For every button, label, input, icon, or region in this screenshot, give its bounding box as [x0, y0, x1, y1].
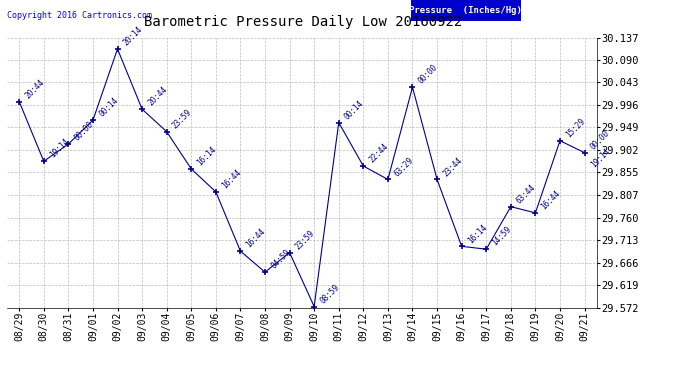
Text: 20:44: 20:44 — [146, 85, 169, 108]
Text: 08:59: 08:59 — [318, 282, 341, 305]
Text: 15:29: 15:29 — [564, 117, 587, 140]
Text: 63:29: 63:29 — [392, 155, 415, 178]
Text: 20:14: 20:14 — [121, 25, 144, 48]
Text: 00:14: 00:14 — [343, 99, 366, 121]
Text: 04:59: 04:59 — [269, 248, 292, 271]
Text: 22:44: 22:44 — [368, 142, 391, 165]
Text: 16:14: 16:14 — [195, 145, 218, 168]
Text: 16:44: 16:44 — [244, 227, 267, 250]
Text: 00:14: 00:14 — [97, 96, 120, 119]
Text: 23:44: 23:44 — [441, 155, 464, 178]
Text: 16:44: 16:44 — [540, 189, 562, 211]
Text: 63:44: 63:44 — [515, 183, 538, 205]
Text: Barometric Pressure Daily Low 20160922: Barometric Pressure Daily Low 20160922 — [144, 15, 463, 29]
Text: 00:00: 00:00 — [589, 129, 611, 151]
Text: 23:59: 23:59 — [294, 228, 317, 251]
Text: Copyright 2016 Cartronics.com: Copyright 2016 Cartronics.com — [7, 11, 152, 20]
Text: 19:14: 19:14 — [589, 147, 611, 170]
Text: 00:00: 00:00 — [417, 63, 440, 86]
Text: 20:44: 20:44 — [23, 77, 46, 100]
Text: 00:00: 00:00 — [72, 120, 95, 142]
Text: Pressure  (Inches/Hg): Pressure (Inches/Hg) — [409, 6, 522, 15]
Text: 19:14: 19:14 — [48, 137, 70, 160]
Text: 16:44: 16:44 — [220, 168, 243, 190]
Text: 23:59: 23:59 — [171, 108, 194, 130]
Text: 16:14: 16:14 — [466, 222, 489, 245]
Text: 14:59: 14:59 — [491, 225, 513, 248]
